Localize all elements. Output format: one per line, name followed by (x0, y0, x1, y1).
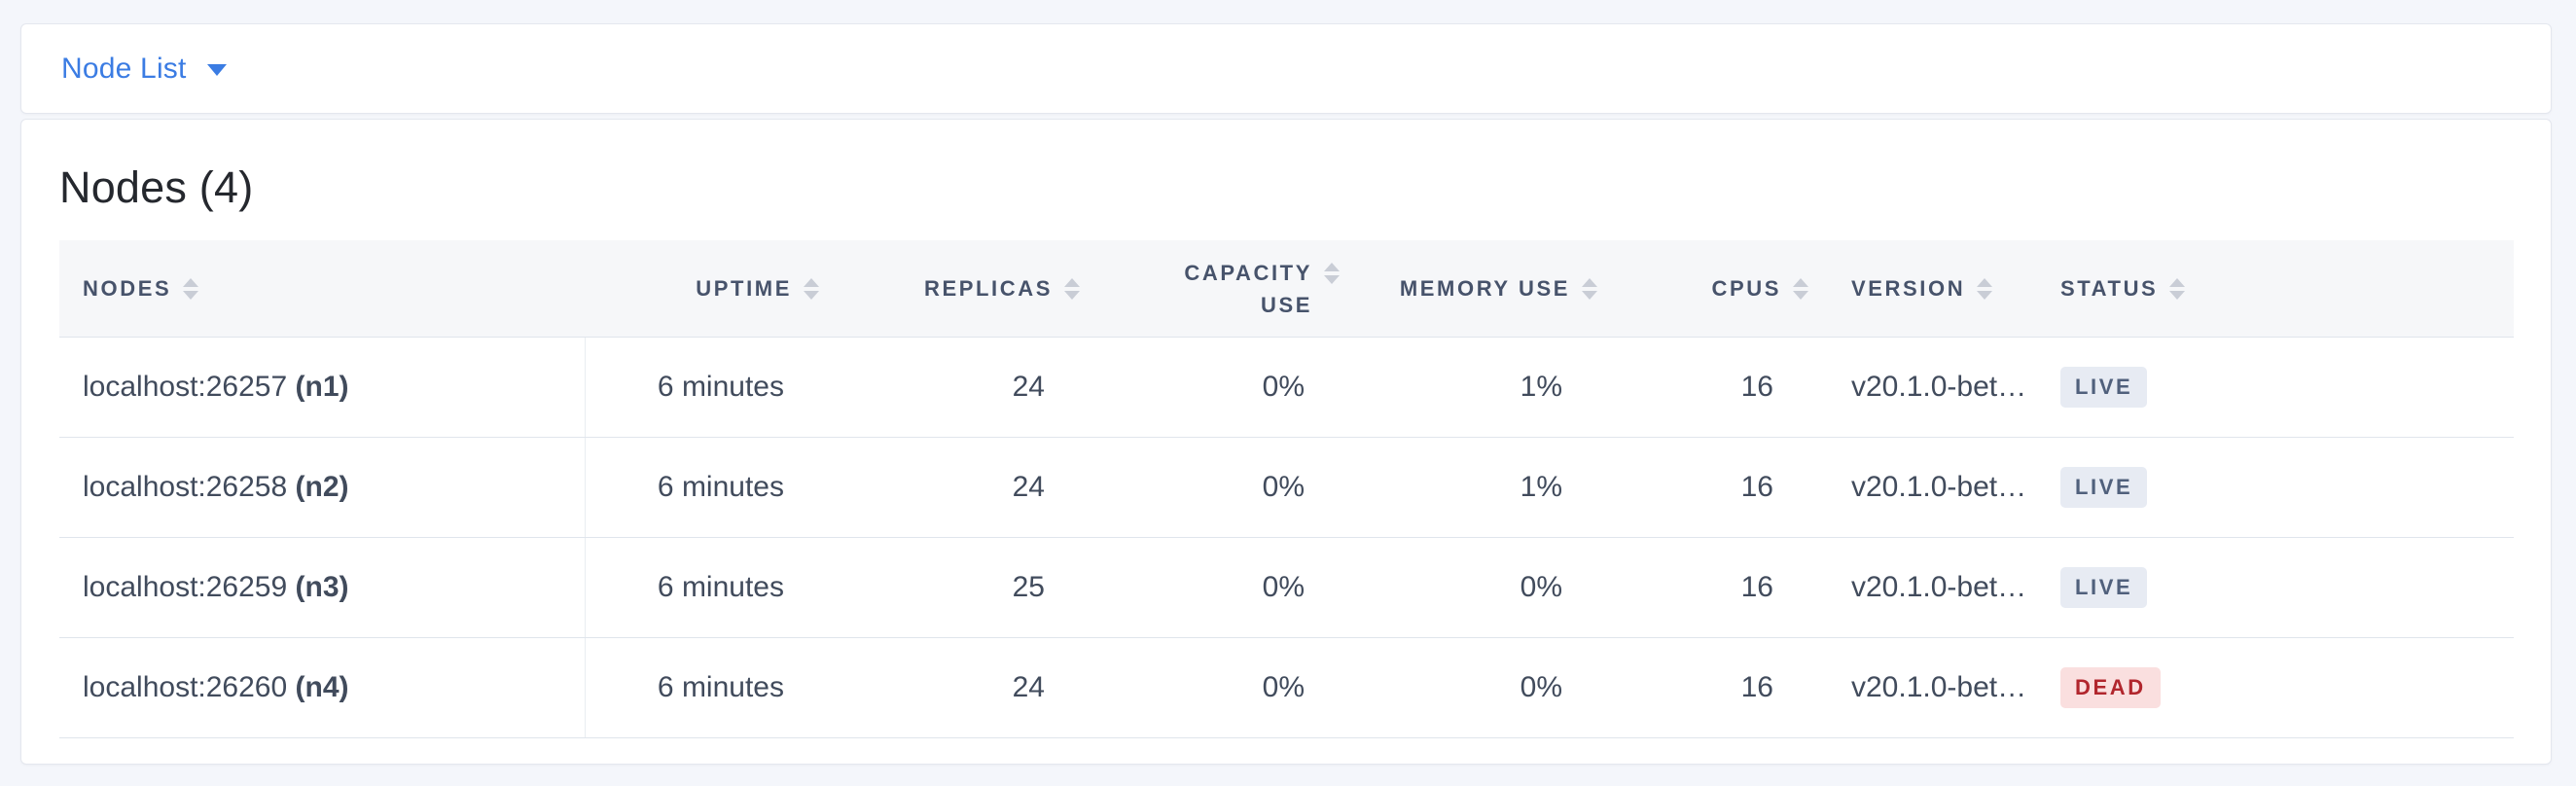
node-list-dropdown[interactable]: Node List (61, 53, 227, 86)
node-id: (n3) (295, 570, 349, 603)
replicas-cell: 24 (833, 637, 1093, 738)
table-header-row: NODES UPTIME REPLICAS (59, 240, 2514, 338)
memory-use-cell: 1% (1353, 437, 1611, 538)
cpus-cell: 16 (1611, 637, 1822, 738)
page-title: Nodes (4) (59, 162, 254, 212)
uptime-cell: 6 minutes (585, 337, 833, 438)
column-header-replicas[interactable]: REPLICAS (833, 240, 1093, 338)
version-cell: v20.1.0-bet… (1822, 537, 2031, 638)
memory-use-cell: 0% (1353, 537, 1611, 638)
memory-use-cell: 1% (1353, 337, 1611, 438)
uptime-cell: 6 minutes (585, 637, 833, 738)
cpus-cell: 16 (1611, 437, 1822, 538)
nodes-table: NODES UPTIME REPLICAS (59, 240, 2514, 738)
status-cell: LIVE (2031, 337, 2514, 438)
replicas-cell: 25 (833, 537, 1093, 638)
status-cell: LIVE (2031, 437, 2514, 538)
version-cell: v20.1.0-bet… (1822, 637, 2031, 738)
node-id: (n4) (295, 670, 349, 703)
cpus-cell: 16 (1611, 337, 1822, 438)
table-row[interactable]: localhost:26257 (n1) 6 minutes 24 0% 1% … (59, 337, 2514, 438)
version-cell: v20.1.0-bet… (1822, 337, 2031, 438)
sort-icon[interactable] (1582, 278, 1597, 301)
memory-use-cell: 0% (1353, 637, 1611, 738)
sort-icon[interactable] (1324, 262, 1340, 284)
node-address-cell[interactable]: localhost:26258 (n2) (59, 437, 586, 538)
column-header-capacity-use[interactable]: CAPACITY USE (1093, 240, 1353, 338)
table-row[interactable]: localhost:26259 (n3) 6 minutes 25 0% 0% … (59, 537, 2514, 638)
status-badge: LIVE (2060, 366, 2148, 408)
replicas-cell: 24 (833, 437, 1093, 538)
column-header-version[interactable]: VERSION (1822, 240, 2031, 338)
sort-icon[interactable] (183, 278, 199, 301)
status-badge: LIVE (2060, 466, 2148, 508)
node-address-cell[interactable]: localhost:26259 (n3) (59, 537, 586, 638)
capacity-use-cell: 0% (1093, 337, 1353, 438)
status-cell: DEAD (2031, 637, 2514, 738)
status-badge: DEAD (2060, 666, 2161, 708)
node-id: (n2) (295, 470, 349, 503)
node-address-cell[interactable]: localhost:26260 (n4) (59, 637, 586, 738)
capacity-use-cell: 0% (1093, 437, 1353, 538)
node-list-dropdown-label: Node List (61, 52, 187, 85)
sort-icon[interactable] (804, 278, 819, 301)
sort-icon[interactable] (1977, 278, 1993, 301)
uptime-cell: 6 minutes (585, 537, 833, 638)
table-row[interactable]: localhost:26258 (n2) 6 minutes 24 0% 1% … (59, 437, 2514, 538)
sort-icon[interactable] (1793, 278, 1808, 301)
status-badge: LIVE (2060, 566, 2148, 608)
node-address-cell[interactable]: localhost:26257 (n1) (59, 337, 586, 438)
status-cell: LIVE (2031, 537, 2514, 638)
capacity-use-cell: 0% (1093, 637, 1353, 738)
chevron-down-icon (206, 64, 227, 76)
capacity-use-cell: 0% (1093, 537, 1353, 638)
column-header-cpus[interactable]: CPUS (1611, 240, 1822, 338)
column-header-nodes[interactable]: NODES (59, 240, 585, 338)
table-row[interactable]: localhost:26260 (n4) 6 minutes 24 0% 0% … (59, 637, 2514, 738)
nodes-panel: Nodes (4) NODES UPTIME (20, 119, 2552, 765)
page-header-bar: Node List (20, 23, 2552, 114)
sort-icon[interactable] (2169, 278, 2186, 301)
node-id: (n1) (295, 370, 349, 403)
sort-icon[interactable] (1064, 278, 1080, 301)
uptime-cell: 6 minutes (585, 437, 833, 538)
column-header-status[interactable]: STATUS (2031, 240, 2514, 338)
replicas-cell: 24 (833, 337, 1093, 438)
column-header-memory-use[interactable]: MEMORY USE (1353, 240, 1611, 338)
version-cell: v20.1.0-bet… (1822, 437, 2031, 538)
cpus-cell: 16 (1611, 537, 1822, 638)
column-header-uptime[interactable]: UPTIME (585, 240, 833, 338)
